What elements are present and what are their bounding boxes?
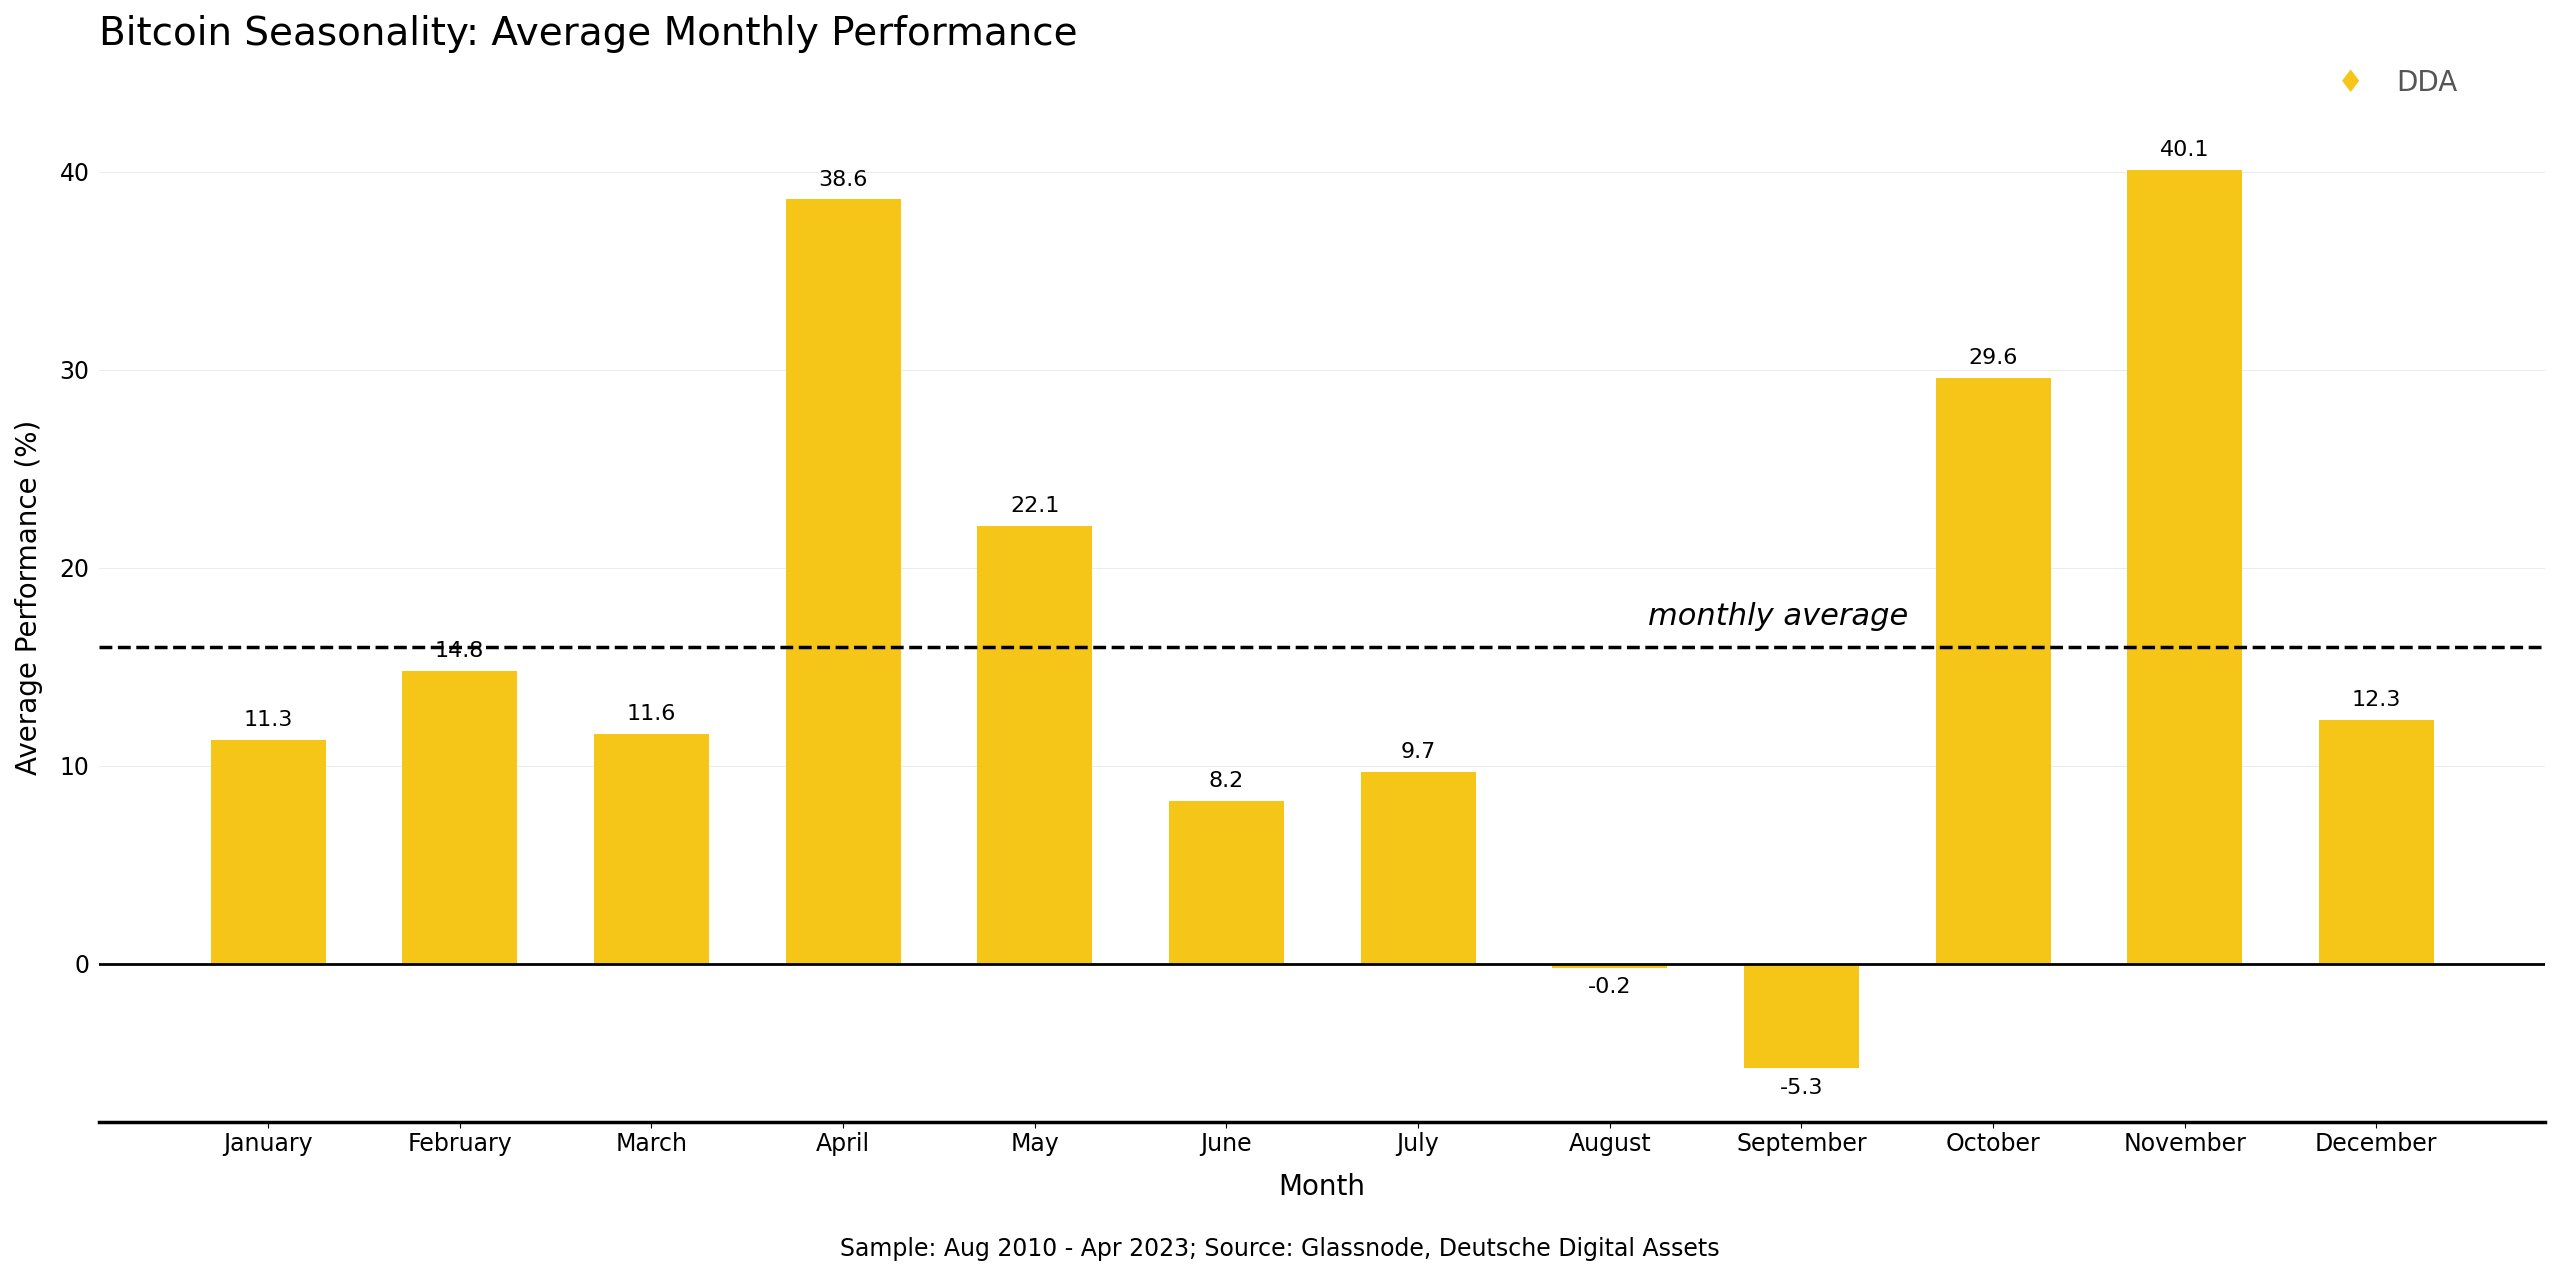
Text: 22.1: 22.1	[1011, 497, 1060, 516]
Text: -0.2: -0.2	[1587, 978, 1631, 997]
Bar	[978, 526, 1093, 964]
Text: 12.3: 12.3	[2353, 690, 2401, 710]
Bar	[786, 200, 901, 964]
Bar	[1359, 772, 1475, 964]
Bar	[210, 740, 325, 964]
Text: 8.2: 8.2	[1208, 772, 1244, 791]
X-axis label: Month: Month	[1277, 1172, 1364, 1201]
Text: Bitcoin Seasonality: Average Monthly Performance: Bitcoin Seasonality: Average Monthly Per…	[100, 15, 1078, 52]
Y-axis label: Average Performance (%): Average Performance (%)	[15, 420, 44, 774]
Bar	[1743, 964, 1859, 1069]
Text: 9.7: 9.7	[1400, 741, 1436, 762]
Text: monthly average: monthly average	[1649, 602, 1907, 631]
Text: Sample: Aug 2010 - Apr 2023; Source: Glassnode, Deutsche Digital Assets: Sample: Aug 2010 - Apr 2023; Source: Gla…	[840, 1236, 1720, 1261]
Text: DDA: DDA	[2396, 69, 2458, 97]
Text: -5.3: -5.3	[1779, 1078, 1823, 1098]
Bar	[594, 733, 709, 964]
Text: 38.6: 38.6	[819, 169, 868, 189]
Text: 11.3: 11.3	[243, 710, 292, 730]
Text: 40.1: 40.1	[2161, 140, 2209, 160]
Bar	[1170, 801, 1285, 964]
Text: ♦: ♦	[2337, 69, 2363, 97]
Bar	[402, 671, 517, 964]
Bar	[1551, 964, 1667, 968]
Bar	[2127, 170, 2243, 964]
Text: 29.6: 29.6	[1969, 348, 2017, 367]
Text: 11.6: 11.6	[627, 704, 676, 724]
Text: 14.8: 14.8	[435, 641, 484, 660]
Bar	[1935, 378, 2051, 964]
Bar	[2319, 721, 2435, 964]
